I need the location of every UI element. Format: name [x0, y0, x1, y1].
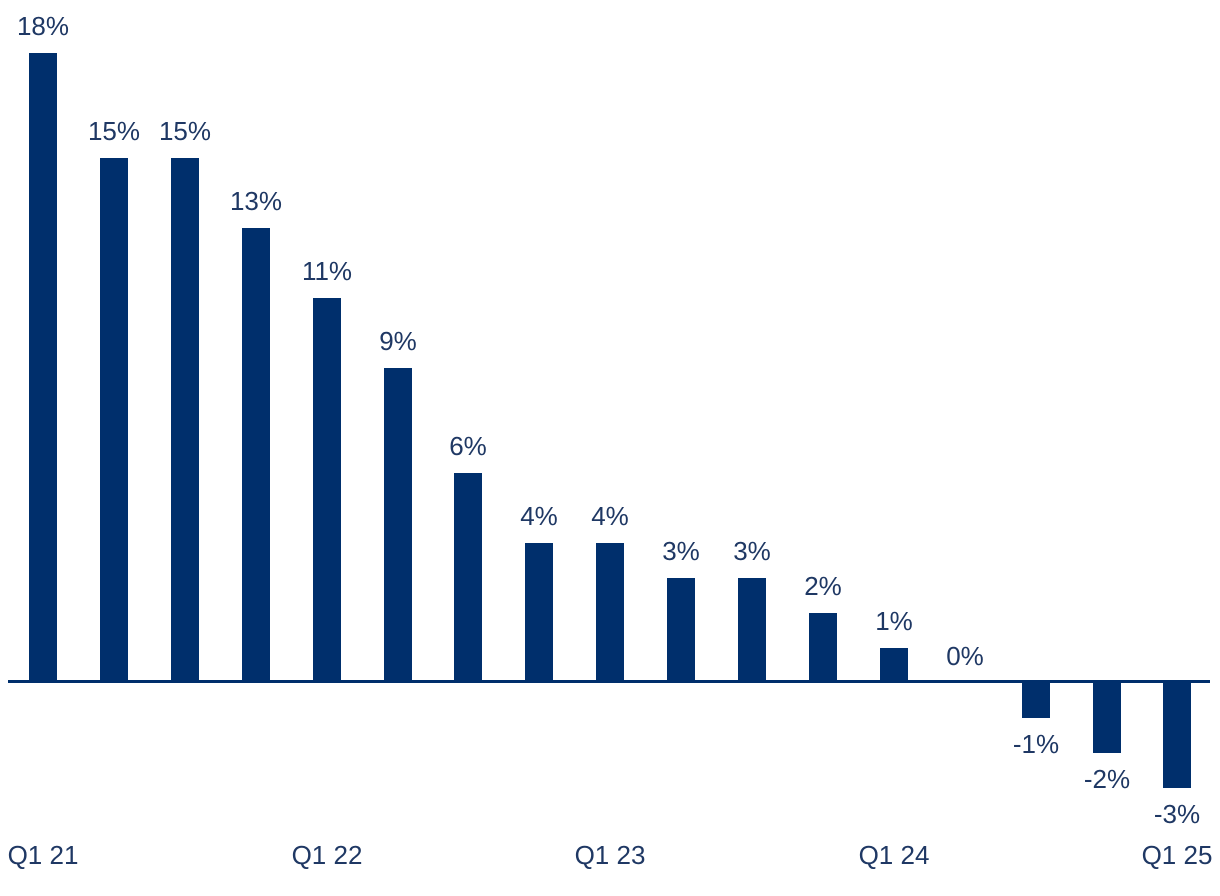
bar-value-label: 4%	[520, 501, 558, 531]
bar-value-label: -1%	[1012, 729, 1060, 759]
bar-value-label: 11%	[301, 256, 353, 286]
x-axis-tick-label: Q1 22	[291, 840, 363, 870]
bar-q4-22	[525, 543, 553, 683]
bar-q2-21	[100, 158, 128, 683]
bar-q1-24	[880, 648, 908, 683]
bar-value-label: 9%	[379, 326, 417, 356]
bar-value-label: 3%	[662, 536, 700, 566]
bar-q1-25	[1163, 683, 1191, 788]
bar-value-label: 18%	[16, 11, 70, 41]
x-axis-tick-label: Q1 23	[574, 840, 646, 870]
bar-value-label: 0%	[946, 641, 984, 671]
bar-q3-22	[454, 473, 482, 683]
bar-value-label: 6%	[449, 431, 487, 461]
bar-q3-24	[1022, 683, 1050, 718]
bar-value-label: -3%	[1153, 799, 1201, 829]
bar-value-label: 15%	[87, 116, 141, 146]
bar-value-label: 1%	[875, 606, 913, 636]
bar-q3-21	[171, 158, 199, 683]
bar-value-label: 4%	[591, 501, 629, 531]
bar-q3-23	[738, 578, 766, 683]
bar-value-label: 13%	[229, 186, 283, 216]
x-axis-tick-label: Q1 25	[1141, 840, 1213, 870]
bar-value-label: -2%	[1083, 764, 1131, 794]
bar-q4-24	[1093, 683, 1121, 753]
bar-q1-22	[313, 298, 341, 683]
bar-value-label: 2%	[804, 571, 842, 601]
x-axis-tick-label: Q1 24	[858, 840, 930, 870]
bar-value-label: 3%	[733, 536, 771, 566]
bar-q1-21	[29, 53, 57, 683]
bar-q1-23	[596, 543, 624, 683]
bar-q2-23	[667, 578, 695, 683]
bar-q2-22	[384, 368, 412, 683]
bar-q4-23	[809, 613, 837, 683]
bar-q4-21	[242, 228, 270, 683]
bar-value-label: 15%	[158, 116, 212, 146]
x-axis-tick-label: Q1 21	[7, 840, 79, 870]
